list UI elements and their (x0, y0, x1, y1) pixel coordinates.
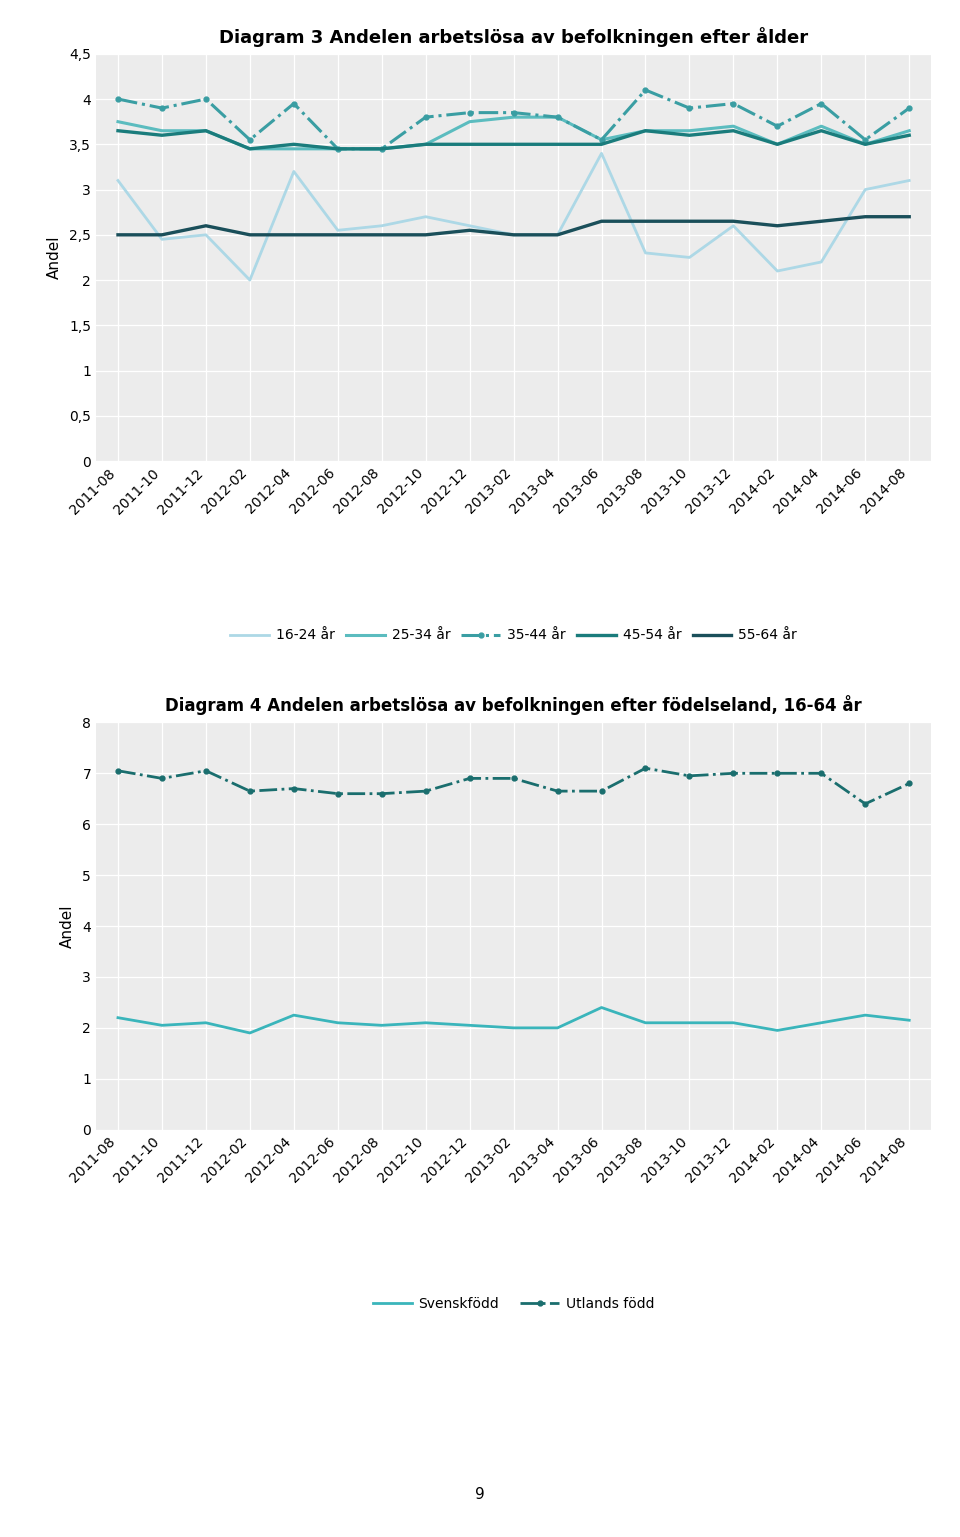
Y-axis label: Andel: Andel (47, 235, 62, 280)
Legend: 16-24 år, 25-34 år, 35-44 år, 45-54 år, 55-64 år: 16-24 år, 25-34 år, 35-44 år, 45-54 år, … (225, 622, 803, 649)
Legend: Svenskfödd, Utlands född: Svenskfödd, Utlands född (367, 1291, 660, 1317)
Title: Diagram 4 Andelen arbetslösa av befolkningen efter födelseland, 16-64 år: Diagram 4 Andelen arbetslösa av befolkni… (165, 695, 862, 715)
Text: 9: 9 (475, 1486, 485, 1502)
Title: Diagram 3 Andelen arbetslösa av befolkningen efter ålder: Diagram 3 Andelen arbetslösa av befolkni… (219, 26, 808, 46)
Y-axis label: Andel: Andel (60, 904, 75, 948)
